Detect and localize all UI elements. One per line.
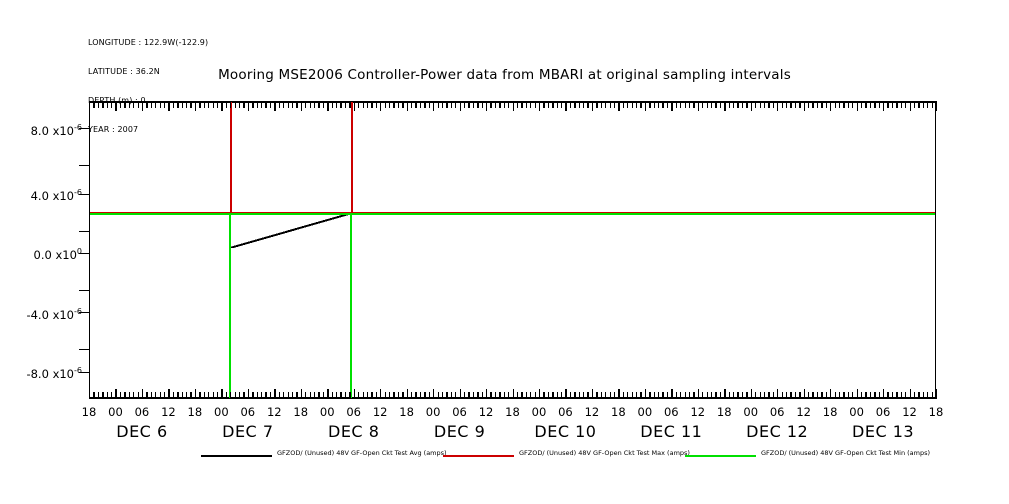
- y-tick-mantissa: -8.0: [26, 366, 49, 381]
- x-axis-hour-label: 18: [928, 405, 944, 419]
- x-axis-hour-label: 06: [346, 405, 361, 419]
- series-min-baseline: [90, 213, 935, 215]
- station-metadata: LONGITUDE : 122.9W(-122.9) LATITUDE : 36…: [88, 19, 208, 144]
- legend-swatch-max: [443, 455, 514, 457]
- x-axis-hour-label: 00: [319, 405, 335, 419]
- x-axis-hour-label: 18: [716, 405, 732, 419]
- x-axis-hour-label: 06: [452, 405, 467, 419]
- x-axis-day-label: DEC 11: [640, 422, 703, 441]
- y-tick-exponent: -6: [74, 307, 82, 316]
- legend-label-min: GFZOD/ (Unused) 48V GF-Open Ckt Test Min…: [761, 449, 931, 457]
- y-tick-label: -8.0 x10-6: [26, 366, 82, 381]
- series-avg-ramp: [230, 213, 352, 248]
- y-axis-tick: [79, 128, 90, 130]
- y-tick-mantissa: 4.0: [30, 188, 49, 203]
- legend-swatch-avg: [201, 455, 272, 457]
- metadata-year: YEAR : 2007: [88, 124, 139, 134]
- metadata-latitude: LATITUDE : 36.2N: [88, 66, 160, 76]
- y-tick-mantissa: -4.0: [26, 307, 49, 322]
- x-axis-hour-label: 00: [214, 405, 229, 419]
- metadata-longitude: LONGITUDE : 122.9W(-122.9): [88, 38, 209, 48]
- x-axis-day-label: DEC 8: [328, 422, 380, 441]
- series-min-spike: [229, 213, 231, 398]
- x-axis-hour-label: 06: [663, 405, 679, 419]
- y-axis-tick: [79, 349, 90, 351]
- x-axis-day-label: DEC 10: [534, 422, 597, 441]
- x-axis-tick: [936, 102, 938, 111]
- x-axis-hour-label: 06: [875, 405, 891, 419]
- y-tick-label: 8.0 x10-6: [30, 123, 82, 138]
- metadata-depth: DEPTH (m) : 0: [88, 96, 208, 106]
- y-tick-label: 0.0 x100: [33, 247, 83, 262]
- y-axis-tick: [79, 231, 90, 233]
- y-tick-mantissa: 8.0: [30, 123, 49, 138]
- x-axis-hour-label: 12: [690, 405, 706, 419]
- x-axis-hour-label: 18: [505, 405, 520, 419]
- x-axis-hour-label: 18: [822, 405, 838, 419]
- series-max-spike: [230, 102, 232, 213]
- y-axis-tick: [79, 290, 90, 292]
- plot-frame-top: [89, 101, 937, 103]
- x-axis-hour-label: 12: [584, 405, 600, 419]
- x-axis-day-label: DEC 13: [852, 422, 915, 441]
- x-axis-hour-label: 00: [743, 405, 759, 419]
- x-axis-day-label: DEC 9: [433, 422, 486, 441]
- y-tick-exponent: -6: [74, 188, 82, 197]
- x-axis-hour-label: 00: [531, 405, 547, 419]
- x-axis-hour-label: 00: [108, 405, 123, 419]
- y-tick-mantissa: 0.0: [33, 247, 52, 262]
- x-axis-hour-label: 00: [637, 405, 653, 419]
- y-axis-tick: [79, 312, 90, 314]
- y-axis-tick: [79, 372, 90, 374]
- x-axis-hour-label: 12: [372, 405, 388, 419]
- x-axis-hour-label: 12: [161, 405, 176, 419]
- plot-area: [79, 102, 936, 398]
- x-axis-day-label: DEC 12: [746, 422, 809, 441]
- legend-label-max: GFZOD/ (Unused) 48V GF-Open Ckt Test Max…: [519, 449, 690, 457]
- x-axis-hour-label: 18: [81, 405, 97, 419]
- x-axis-hour-label: 00: [849, 405, 864, 419]
- x-axis-hour-label: 06: [240, 405, 256, 419]
- y-axis-tick: [79, 253, 90, 255]
- x-axis-day-label: DEC 6: [116, 422, 168, 441]
- x-axis-hour-label: 18: [399, 405, 414, 419]
- y-tick-label: -4.0 x10-6: [26, 307, 82, 322]
- x-axis-hour-label: 06: [134, 405, 150, 419]
- series-max-baseline: [90, 212, 935, 214]
- x-axis-hour-label: 12: [796, 405, 811, 419]
- y-tick-exponent: -6: [74, 366, 82, 375]
- x-axis-day-label: DEC 7: [222, 422, 274, 441]
- x-axis-hour-label: 12: [902, 405, 917, 419]
- x-axis-hour-label: 12: [266, 405, 282, 419]
- x-axis-hour-label: 06: [558, 405, 573, 419]
- x-axis-hour-label: 18: [293, 405, 309, 419]
- legend-swatch-min: [685, 455, 756, 457]
- y-tick-label: 4.0 x10-6: [30, 188, 82, 203]
- y-axis-tick: [79, 165, 90, 167]
- y-tick-exponent: -6: [74, 123, 82, 132]
- x-axis-hour-label: 06: [769, 405, 785, 419]
- series-min-spike: [350, 213, 352, 398]
- series-max-spike: [351, 102, 353, 213]
- x-axis-hour-label: 00: [425, 405, 441, 419]
- y-tick-exponent: 0: [76, 247, 82, 256]
- y-axis-tick: [79, 194, 90, 196]
- x-axis-hour-label: 18: [187, 405, 203, 419]
- legend-label-avg: GFZOD/ (Unused) 48V GF-Open Ckt Test Avg…: [277, 449, 447, 457]
- x-axis-hour-label: 12: [478, 405, 494, 419]
- chart-title: Mooring MSE2006 Controller-Power data fr…: [218, 67, 791, 83]
- chart-legend: GFZOD/ (Unused) 48V GF-Open Ckt Test Avg…: [0, 448, 1009, 464]
- x-axis-hour-label: 18: [611, 405, 626, 419]
